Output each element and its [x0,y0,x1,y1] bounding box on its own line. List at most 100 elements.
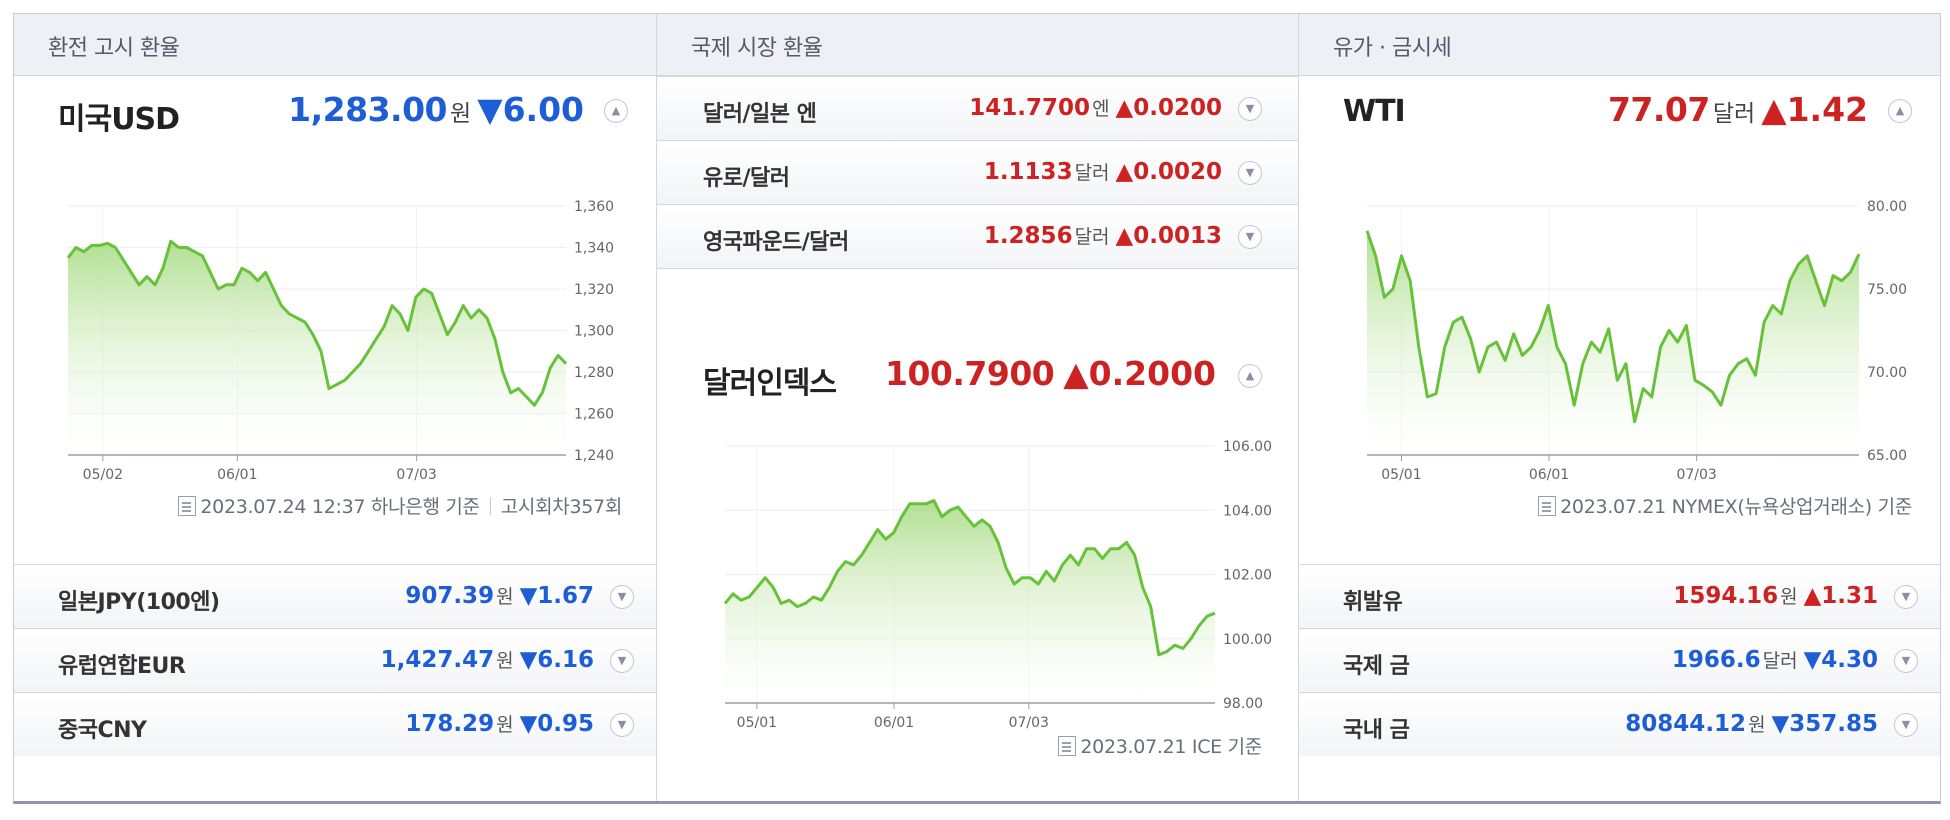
column-header-exchange-notice: 환전 고시 환율 [14,14,656,76]
source-usd: 2023.07.24 12:37 하나은행 기준 고시회차357회 [178,492,622,519]
chevron-up-icon[interactable]: ▲ [1888,99,1912,123]
row-unit: 원 [496,586,514,608]
row-unit: 원 [496,650,514,672]
y-tick-label: 1,260 [574,407,614,423]
y-tick-label: 104.00 [1223,503,1272,519]
series-line [66,239,568,407]
list-item[interactable]: 일본JPY(100엔) 907.39 원 ▼1.67 ▼ [14,564,656,628]
row-change: ▲0.0020 [1115,159,1222,185]
source-round: 고시회차357회 [500,496,623,518]
y-tick-label: 1,300 [574,324,614,340]
y-tick-label: 106.00 [1223,439,1272,455]
row-values: 80844.12 원 ▼357.85 [1625,710,1878,737]
list-item[interactable]: 영국파운드/달러 1.2856 달러 ▲0.0013 ▼ [657,204,1298,269]
list-item[interactable]: 달러/일본 엔 141.7700 엔 ▲0.0200 ▼ [657,76,1298,140]
chevron-down-icon[interactable]: ▼ [1894,649,1918,673]
international-market-column: 국제 시장 환율 달러/일본 엔 141.7700 엔 ▲0.0200 ▼ 유로… [656,14,1298,801]
row-value: 80844.12 [1625,711,1747,737]
wti-chart: 80.00 75.00 70.00 65.00 05/01 06/01 07/03 [1365,199,1907,483]
row-value: 1.2856 [983,223,1073,249]
y-tick-label: 1,280 [574,365,614,381]
column-header-oil-gold: 유가 · 금시세 [1299,14,1940,76]
row-values: 1594.16 원 ▲1.31 [1673,582,1878,609]
main-title-dollar-index: 달러인덱스 [703,366,837,401]
chevron-down-icon[interactable]: ▼ [1894,585,1918,609]
chevron-up-icon[interactable]: ▲ [1238,364,1262,388]
row-change: ▼1.67 [519,583,594,609]
main-value-usd: 1,283.00 원 ▼6.00 [288,90,584,129]
row-values: 1.2856 달러 ▲0.0013 [984,222,1222,249]
y-tick-label: 1,320 [574,282,614,298]
y-tick-label: 98.00 [1223,696,1263,712]
x-tick-label: 07/03 [396,467,436,483]
main-unit: 원 [450,101,472,127]
series-line [1365,230,1861,424]
row-value: 1.1133 [983,159,1073,185]
source-text: 2023.07.24 12:37 하나은행 기준 [200,496,480,518]
source-dollar-index: 2023.07.21 ICE 기준 [1058,732,1262,759]
chevron-down-icon[interactable]: ▼ [610,713,634,737]
row-name: 달러/일본 엔 [703,102,817,127]
chevron-down-icon[interactable]: ▼ [1238,97,1262,121]
usd-chart: 1,360 1,340 1,320 1,300 1,280 1,260 1,240 05/02… [66,199,614,483]
row-name: 중국CNY [58,718,147,743]
x-tick-label: 05/01 [1381,467,1421,483]
chevron-down-icon[interactable]: ▼ [1238,161,1262,185]
list-item[interactable]: 휘발유 1594.16 원 ▲1.31 ▼ [1299,564,1940,628]
x-tick-label: 07/03 [1009,715,1049,731]
y-tick-label: 1,360 [574,199,614,215]
y-tick-label: 80.00 [1867,199,1907,215]
chevron-down-icon[interactable]: ▼ [1238,225,1262,249]
row-name: 국내 금 [1343,718,1410,743]
chevron-down-icon[interactable]: ▼ [610,585,634,609]
main-value-wti: 77.07 달러 ▲1.42 [1608,90,1868,129]
row-value: 141.7700 [969,95,1091,121]
row-change: ▼6.16 [519,647,594,673]
row-values: 141.7700 엔 ▲0.0200 [969,94,1222,121]
document-icon [1058,735,1077,756]
list-item[interactable]: 국제 금 1966.6 달러 ▼4.30 ▼ [1299,628,1940,692]
y-tick-label: 65.00 [1867,448,1907,464]
row-name: 영국파운드/달러 [703,230,849,255]
chevron-up-icon[interactable]: ▲ [604,99,628,123]
row-name: 국제 금 [1343,654,1410,679]
y-tick-label: 75.00 [1867,282,1907,298]
row-value: 1,427.47 [380,647,495,673]
row-value: 1594.16 [1673,583,1779,609]
row-unit: 엔 [1092,98,1110,120]
list-item[interactable]: 유로/달러 1.1133 달러 ▲0.0020 ▼ [657,140,1298,204]
row-unit: 원 [1748,714,1766,736]
main-value: 77.07 [1607,90,1710,129]
row-name: 휘발유 [1343,590,1403,615]
list-item[interactable]: 국내 금 80844.12 원 ▼357.85 ▼ [1299,692,1940,756]
oil-gold-column: 유가 · 금시세 WTI 77.07 달러 ▲1.42 ▲ 80.00 75.00… [1298,14,1940,801]
source-text: 2023.07.21 NYMEX(뉴욕상업거래소) 기준 [1560,496,1912,518]
chevron-down-icon[interactable]: ▼ [610,649,634,673]
list-item[interactable]: 중국CNY 178.29 원 ▼0.95 ▼ [14,692,656,756]
row-values: 1966.6 달러 ▼4.30 [1672,646,1878,673]
series-area [725,500,1215,703]
main-change: ▲0.2000 [1063,354,1216,393]
chevron-down-icon[interactable]: ▼ [1894,713,1918,737]
x-tick-label: 05/01 [737,715,777,731]
list-item[interactable]: 유럽연합EUR 1,427.47 원 ▼6.16 ▼ [14,628,656,692]
y-tick-label: 102.00 [1223,568,1272,584]
row-values: 178.29 원 ▼0.95 [405,710,594,737]
series-line [723,499,1216,657]
row-change: ▲1.31 [1803,583,1878,609]
row-name: 일본JPY(100엔) [58,590,220,615]
row-value: 178.29 [405,711,495,737]
column-header-international: 국제 시장 환율 [657,14,1298,76]
divider [489,496,491,515]
main-change: ▼6.00 [477,90,584,129]
x-tick-label: 05/02 [83,467,123,483]
row-unit: 달러 [1074,226,1110,248]
row-change: ▼357.85 [1771,711,1878,737]
row-values: 907.39 원 ▼1.67 [405,582,594,609]
main-unit: 달러 [1712,101,1756,127]
exchange-notice-column: 환전 고시 환율 미국USD 1,283.00 원 ▼6.00 ▲ 1,360 1… [14,14,656,801]
row-unit: 원 [496,714,514,736]
main-title-usd: 미국USD [58,102,180,137]
x-tick-label: 06/01 [1529,467,1569,483]
x-tick-label: 06/01 [217,467,257,483]
